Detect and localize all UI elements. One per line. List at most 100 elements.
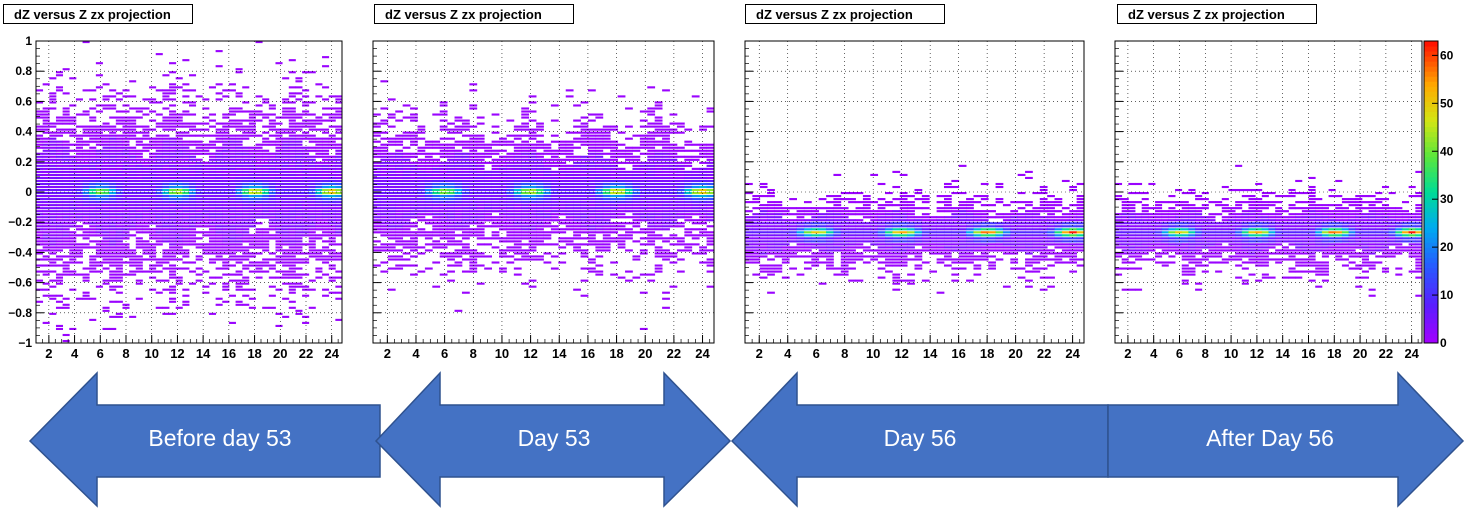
heatmap-cell	[55, 258, 64, 261]
heatmap-cell	[395, 213, 404, 216]
heatmap-cell	[580, 116, 589, 119]
heatmap-cell	[322, 204, 330, 207]
heatmap-cell	[647, 182, 656, 186]
heatmap-cell	[55, 152, 64, 155]
heatmap-cell	[706, 146, 715, 149]
heatmap-cell	[295, 309, 303, 312]
heatmap-cell	[625, 249, 633, 252]
heatmap-cell	[536, 164, 544, 167]
heatmap-cell	[447, 228, 455, 231]
heatmap-cell	[295, 273, 303, 276]
heatmap-cell	[595, 249, 604, 252]
heatmap-cell	[315, 176, 323, 180]
heatmap-cell	[268, 119, 276, 122]
heatmap-cell	[543, 225, 552, 228]
heatmap-cell	[195, 267, 203, 270]
heatmap-cell	[169, 285, 177, 288]
heatmap-cell	[625, 216, 633, 219]
heatmap-cell	[242, 131, 250, 134]
heatmap-cell	[69, 149, 77, 152]
heatmap-cell	[395, 231, 404, 234]
heatmap-cell	[82, 279, 90, 282]
heatmap-cell	[402, 225, 411, 228]
heatmap-cell	[295, 267, 303, 270]
heatmap-cell	[248, 170, 256, 173]
heatmap-cell	[521, 164, 530, 167]
heatmap-cell	[288, 155, 296, 158]
heatmap-cell	[109, 201, 117, 204]
heatmap-cell	[308, 179, 316, 183]
heatmap-cell	[654, 143, 663, 146]
heatmap-cell	[892, 222, 901, 225]
heatmap-cell	[745, 216, 753, 219]
heatmap-cell	[476, 185, 485, 189]
heatmap-cell	[182, 164, 190, 167]
heatmap-cell	[461, 188, 470, 192]
heatmap-cell	[122, 261, 130, 264]
heatmap-cell	[308, 170, 316, 173]
heatmap-cell	[767, 213, 775, 216]
heatmap-cell	[255, 182, 263, 186]
heatmap-cell	[647, 225, 656, 228]
heatmap-cell	[654, 195, 663, 198]
heatmap-cell	[155, 243, 163, 246]
heatmap-cell	[162, 146, 170, 149]
heatmap-cell	[767, 273, 775, 276]
heatmap-cell	[215, 237, 223, 240]
heatmap-cell	[169, 155, 177, 158]
heatmap-cell	[142, 243, 150, 246]
heatmap-cell	[826, 195, 834, 198]
heatmap-cell	[255, 198, 263, 201]
heatmap-cell	[528, 195, 537, 198]
heatmap-cell	[162, 122, 170, 125]
heatmap-cell	[550, 161, 559, 164]
heatmap-cell	[175, 158, 183, 161]
heatmap-cell	[410, 225, 418, 228]
heatmap-cell	[202, 192, 210, 195]
heatmap-cell	[587, 216, 596, 219]
heatmap-cell	[432, 170, 441, 173]
heatmap-cell	[395, 152, 404, 155]
heatmap-cell	[208, 276, 217, 279]
heatmap-cell	[122, 231, 130, 234]
heatmap-cell	[796, 249, 805, 252]
heatmap-cell	[69, 207, 77, 210]
heatmap-cell	[439, 210, 448, 213]
heatmap-cell	[617, 173, 626, 176]
heatmap-cell	[454, 188, 463, 192]
heatmap-cell	[122, 122, 130, 125]
heatmap-cell	[506, 134, 515, 137]
heatmap-cell	[95, 131, 103, 134]
heatmap-cell	[155, 306, 163, 309]
heatmap-cell	[182, 228, 190, 231]
heatmap-cell	[162, 228, 170, 231]
heatmap-cell	[215, 243, 223, 246]
heatmap-cell	[410, 113, 418, 116]
heatmap-cell	[242, 198, 250, 201]
heatmap-cell	[543, 219, 552, 222]
heatmap-cell	[275, 188, 283, 192]
heatmap-cell	[476, 252, 485, 255]
heatmap-cell	[781, 240, 790, 243]
heatmap-cell	[175, 282, 183, 285]
heatmap-cell	[75, 173, 83, 176]
heatmap-cell	[461, 204, 470, 207]
heatmap-cell	[602, 182, 611, 186]
heatmap-cell	[282, 258, 290, 261]
heatmap-cell	[288, 264, 296, 267]
heatmap-cell	[387, 176, 396, 180]
heatmap-cell	[410, 152, 418, 155]
heatmap-cell	[669, 243, 678, 246]
y-tick-label: 0	[25, 185, 32, 199]
heatmap-cell	[833, 204, 842, 207]
heatmap-cell	[461, 198, 470, 201]
heatmap-cell	[75, 243, 83, 246]
heatmap-cell	[282, 234, 290, 237]
heatmap-cell	[155, 240, 163, 243]
heatmap-cell	[89, 261, 97, 264]
heatmap-cell	[536, 207, 544, 210]
heatmap-cell	[275, 158, 283, 161]
heatmap-cell	[189, 89, 197, 92]
heatmap-cell	[759, 225, 768, 228]
heatmap-cell	[833, 207, 842, 210]
